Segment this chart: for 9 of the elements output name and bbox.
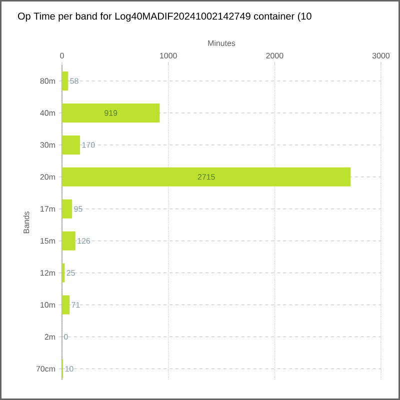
bar: [62, 71, 68, 90]
bar: [62, 295, 70, 314]
bar: [62, 231, 76, 250]
bar: [62, 199, 72, 218]
bar: [62, 167, 351, 186]
chart-title: Op Time per band for Log40MADIF20241002142749 container (10: [18, 12, 312, 22]
bar: [62, 263, 65, 282]
bar: [62, 103, 160, 122]
bar: [62, 135, 80, 154]
